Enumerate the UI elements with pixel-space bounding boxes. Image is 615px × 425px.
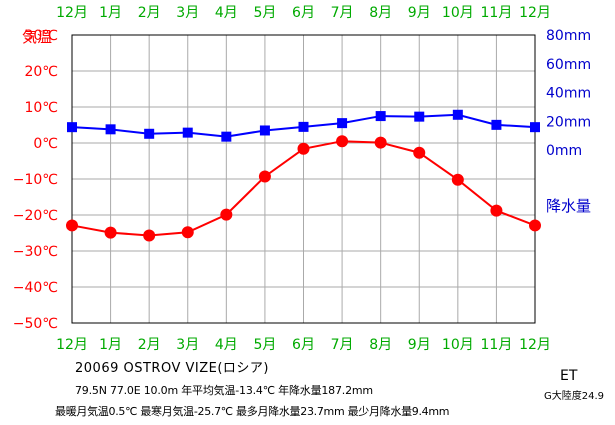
temperature-point — [143, 229, 156, 242]
left-axis-title: 気温 — [22, 28, 52, 46]
month-label-bottom: 7月 — [331, 337, 354, 353]
series — [66, 109, 541, 242]
precipitation-point — [182, 127, 193, 138]
precipitation-point — [414, 111, 425, 122]
climate-code: ET — [560, 368, 578, 384]
right-tick-label: 40mm — [546, 86, 591, 102]
left-tick-label: −50℃ — [13, 316, 58, 332]
month-label-bottom: 6月 — [292, 337, 315, 353]
month-label-top: 5月 — [253, 5, 276, 21]
month-label-top: 3月 — [176, 5, 199, 21]
right-tick-label: 0mm — [546, 143, 582, 159]
temperature-point — [66, 219, 78, 232]
month-label-top: 12月 — [519, 5, 551, 21]
month-label-bottom: 5月 — [253, 337, 276, 353]
right-axis-title: 降水量 — [546, 197, 591, 215]
left-tick-label: −30℃ — [13, 244, 58, 260]
temperature-point — [413, 146, 426, 159]
month-label-top: 4月 — [215, 5, 238, 21]
temperature-point — [181, 226, 194, 239]
temperature-point — [490, 204, 503, 217]
temperature-point — [104, 226, 117, 239]
left-tick-label: −40℃ — [13, 280, 58, 296]
temperature-point — [297, 142, 310, 155]
month-label-bottom: 4月 — [215, 337, 238, 353]
grid — [71, 34, 536, 324]
right-tick-label: 20mm — [546, 114, 591, 130]
month-label-bottom: 12月 — [56, 337, 88, 353]
temperature-point — [336, 135, 349, 148]
left-tick-label: 0℃ — [33, 136, 58, 152]
month-label-bottom: 9月 — [408, 337, 431, 353]
month-label-top: 12月 — [56, 5, 88, 21]
precipitation-point — [67, 122, 77, 133]
month-label-bottom: 12月 — [519, 337, 551, 353]
plot-frame — [71, 34, 536, 324]
station-name: 20069 OSTROV VIZE(ロシア) — [75, 361, 269, 376]
temperature-point — [220, 208, 233, 221]
month-label-bottom: 8月 — [369, 337, 392, 353]
temperature-point — [451, 173, 464, 186]
left-tick-label: 30℃ — [24, 28, 58, 44]
month-label-bottom: 11月 — [481, 337, 513, 353]
month-label-top: 1月 — [99, 5, 122, 21]
right-tick-label: 80mm — [546, 28, 591, 44]
month-label-bottom: 3月 — [176, 337, 199, 353]
temperature-point — [529, 219, 541, 232]
left-tick-label: 10℃ — [24, 100, 58, 116]
precipitation-point — [491, 119, 502, 130]
month-label-bottom: 10月 — [442, 337, 474, 353]
month-label-top: 11月 — [481, 5, 513, 21]
precipitation-point — [452, 109, 463, 120]
month-label-top: 2月 — [138, 5, 161, 21]
month-label-top: 7月 — [331, 5, 354, 21]
axis-labels: 12月 12月 1月 1月 2月 2月 3月 3月 4月 4月 5月 5月 6月 6月 7月 7月 8月 8月 9月… — [13, 5, 591, 353]
month-label-top: 8月 — [369, 5, 392, 21]
precipitation-point — [337, 118, 348, 129]
precipitation-point — [105, 124, 116, 135]
month-label-top: 6月 — [292, 5, 315, 21]
station-info-line2: 最暖月気温0.5℃ 最寒月気温-25.7℃ 最多月降水量23.7mm 最少月降水… — [55, 405, 450, 418]
precipitation-point — [375, 111, 386, 122]
month-label-top: 9月 — [408, 5, 431, 21]
left-tick-label: −20℃ — [13, 208, 58, 224]
precipitation-point — [530, 122, 540, 133]
temperature-point — [258, 170, 271, 183]
left-tick-label: 20℃ — [24, 64, 58, 80]
precipitation-point — [298, 121, 309, 132]
month-label-bottom: 2月 — [138, 337, 161, 353]
left-tick-label: −10℃ — [13, 172, 58, 188]
temperature-point — [374, 136, 387, 149]
continentality-label: G大陸度24.9 — [544, 391, 605, 402]
right-tick-label: 60mm — [546, 57, 591, 73]
precipitation-point — [259, 125, 270, 136]
station-info-line1: 79.5N 77.0E 10.0m 年平均気温-13.4℃ 年降水量187.2m… — [75, 384, 373, 397]
month-label-bottom: 1月 — [99, 337, 122, 353]
precipitation-point — [144, 128, 155, 139]
precipitation-point — [221, 131, 232, 142]
month-label-top: 10月 — [442, 5, 474, 21]
